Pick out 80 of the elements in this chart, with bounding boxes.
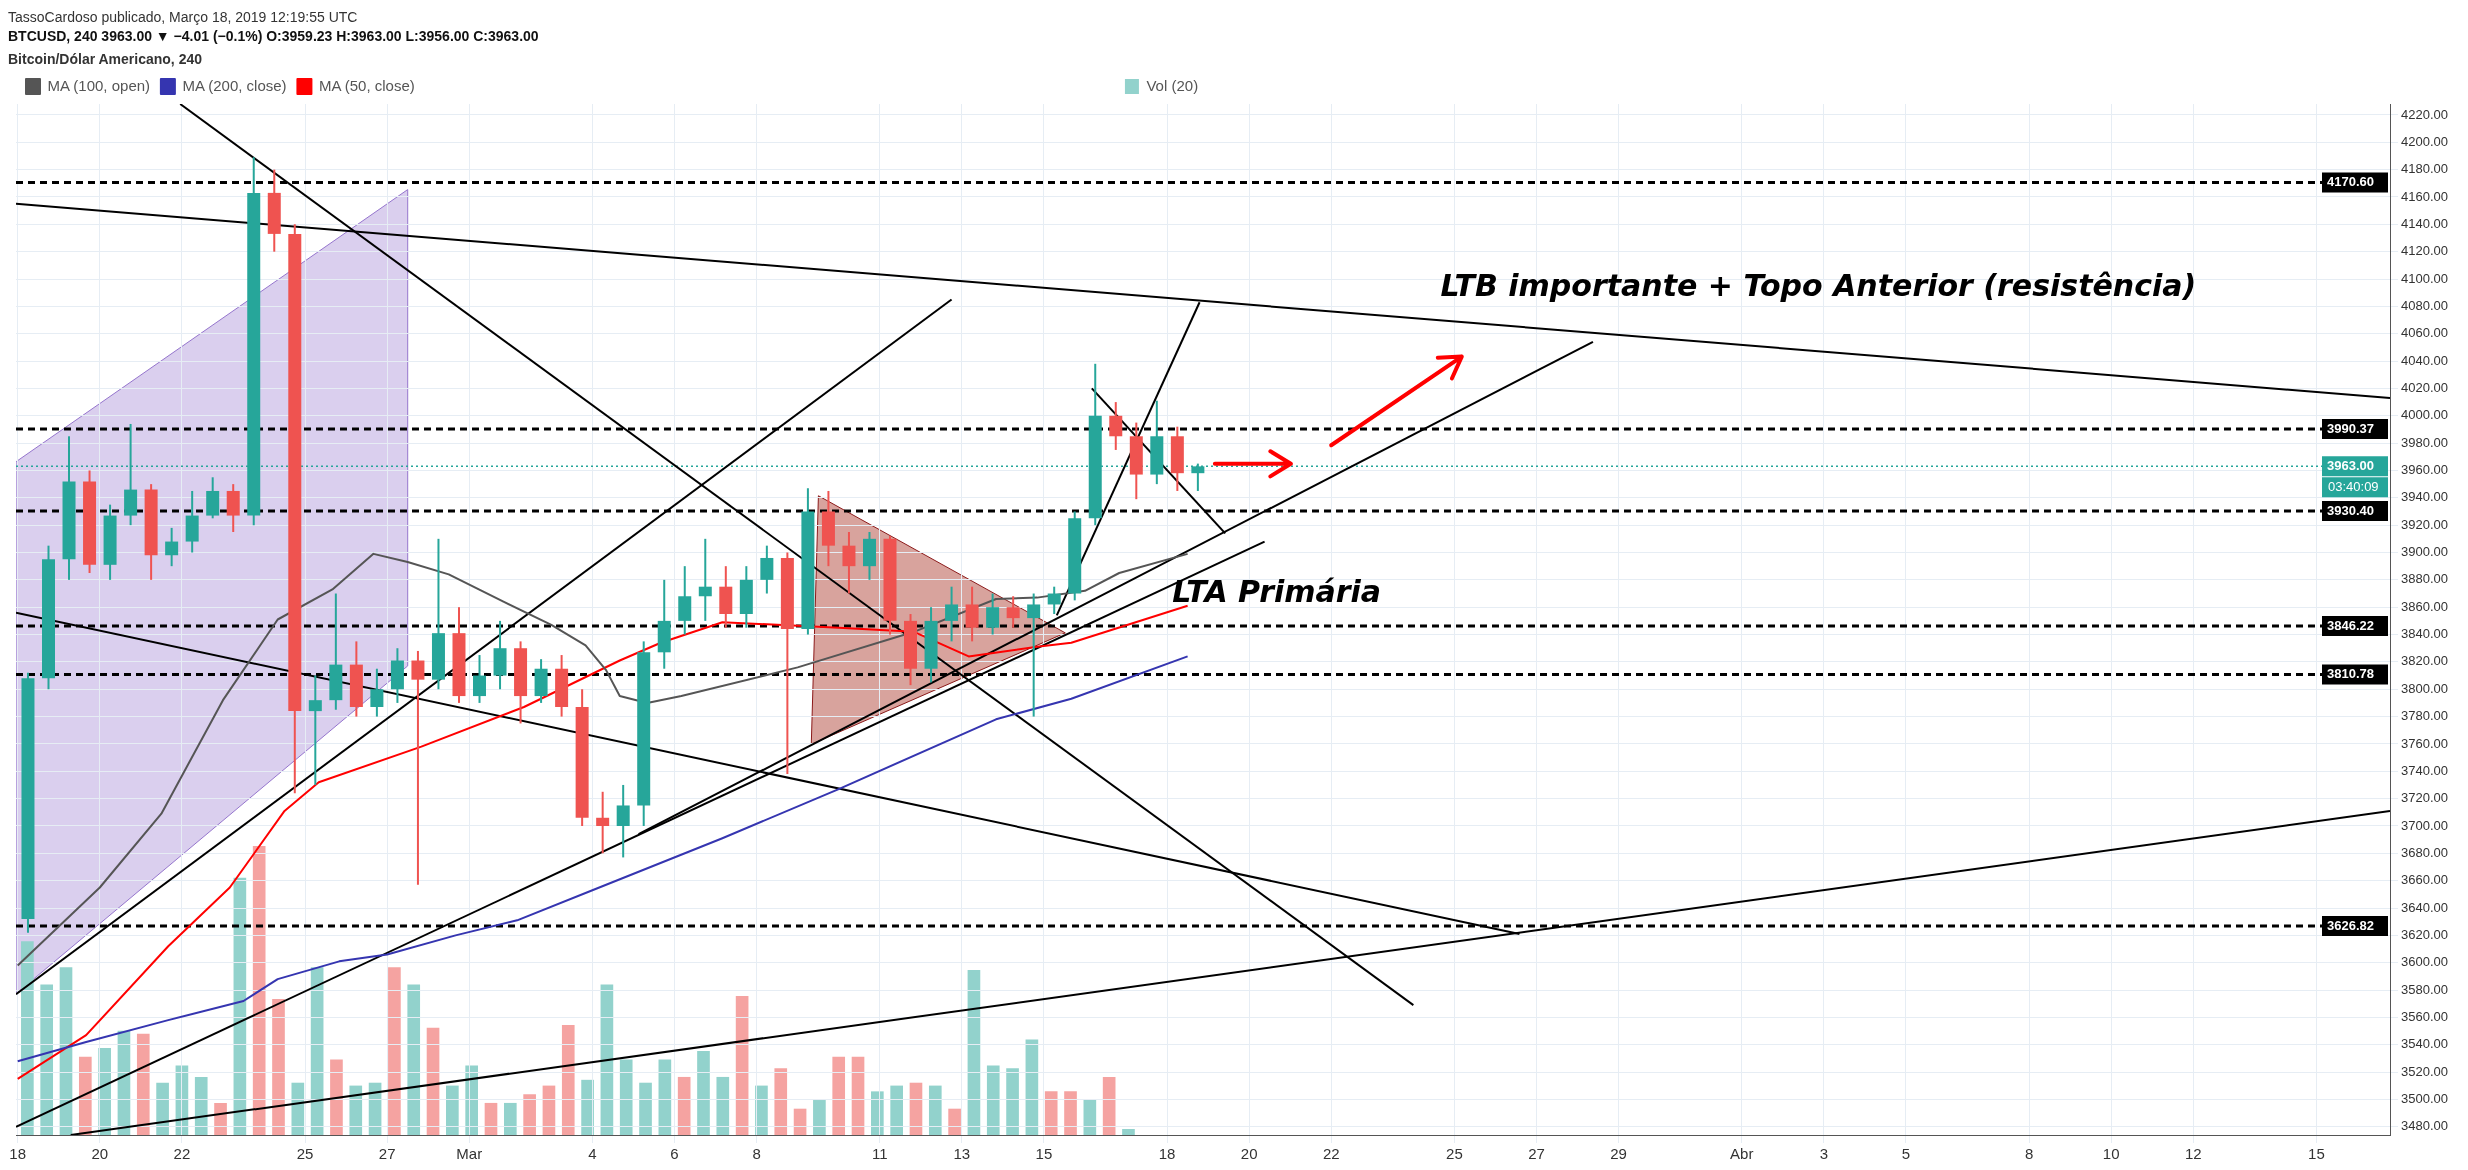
y-tick-label: 4040.00 bbox=[2401, 352, 2448, 368]
y-tick-label: 3580.00 bbox=[2401, 981, 2448, 997]
y-tick-label: 4160.00 bbox=[2401, 188, 2448, 204]
y-tick-label: 3620.00 bbox=[2401, 926, 2448, 942]
ref-line-label: 4170.60 bbox=[2327, 174, 2374, 190]
y-tick-label: 3840.00 bbox=[2401, 626, 2448, 642]
y-tick-label: 4060.00 bbox=[2401, 325, 2448, 341]
x-tick-label: 4 bbox=[588, 1145, 597, 1163]
x-tick-label: 18 bbox=[1158, 1145, 1176, 1163]
y-tick-label: 3880.00 bbox=[2401, 571, 2448, 587]
y-tick-label: 3860.00 bbox=[2401, 598, 2448, 614]
x-tick-label: Abr bbox=[1730, 1145, 1754, 1163]
y-tick-label: 3720.00 bbox=[2401, 790, 2448, 806]
x-tick-label: 6 bbox=[670, 1145, 679, 1163]
y-tick-label: 4140.00 bbox=[2401, 215, 2448, 231]
ref-line-label: 3930.40 bbox=[2327, 502, 2374, 518]
y-tick-label: 3520.00 bbox=[2401, 1063, 2448, 1079]
x-tick-label: 8 bbox=[2024, 1145, 2034, 1163]
legend-label: MA (100, open) bbox=[47, 76, 151, 94]
x-tick-label: 25 bbox=[1446, 1145, 1463, 1163]
x-tick-label: 22 bbox=[173, 1145, 191, 1163]
y-tick-label: 3600.00 bbox=[2401, 954, 2448, 970]
chart-title: TassoCardoso publicado, Março 18, 2019 12:19:55 UTC bbox=[8, 8, 359, 27]
annotation: LTB importante + Topo Anterior (resistência) bbox=[1440, 268, 2197, 304]
y-tick-label: 3800.00 bbox=[2401, 680, 2448, 696]
x-tick-label: 27 bbox=[1528, 1145, 1545, 1163]
x-tick-label: 27 bbox=[378, 1145, 396, 1163]
x-tick-label: 3 bbox=[1819, 1145, 1829, 1163]
y-tick-label: 3560.00 bbox=[2401, 1008, 2448, 1024]
x-tick-label: 15 bbox=[2308, 1145, 2325, 1163]
y-tick-label: 3960.00 bbox=[2401, 462, 2448, 478]
chart-subtitle: BTCUSD, 240 3963.00 ▼ −4.01 (−0.1%) O:3959.23 H:3963.00 L:3956.00 C:3963.00 bbox=[8, 27, 540, 46]
legend-title: Bitcoin/Dólar Americano, 240 bbox=[8, 50, 203, 69]
y-tick-label: 4220.00 bbox=[2401, 106, 2448, 122]
y-tick-label: 4120.00 bbox=[2401, 243, 2448, 259]
y-tick-label: 3640.00 bbox=[2401, 899, 2448, 915]
legend-label: MA (200, close) bbox=[182, 76, 287, 94]
annotation: 03:40:09 bbox=[2328, 478, 2379, 494]
annotation: LTA Primária bbox=[1172, 573, 1382, 609]
x-tick-label: 15 bbox=[1035, 1145, 1053, 1163]
y-tick-label: 3680.00 bbox=[2401, 844, 2448, 860]
y-tick-label: 3900.00 bbox=[2401, 544, 2448, 560]
y-tick-label: 3820.00 bbox=[2401, 653, 2448, 669]
y-tick-label: 3940.00 bbox=[2401, 489, 2448, 505]
x-tick-label: 25 bbox=[296, 1145, 314, 1163]
y-tick-label: 3660.00 bbox=[2401, 872, 2448, 888]
x-tick-label: 10 bbox=[2102, 1145, 2120, 1163]
ref-line-label: 3990.37 bbox=[2327, 420, 2374, 436]
y-tick-label: 4200.00 bbox=[2401, 133, 2448, 149]
ref-line-label: 3626.82 bbox=[2327, 917, 2374, 933]
y-tick-label: 4100.00 bbox=[2401, 270, 2448, 286]
x-tick-label: 22 bbox=[1322, 1145, 1340, 1163]
x-tick-label: 13 bbox=[953, 1145, 971, 1163]
x-tick-label: Mar bbox=[456, 1145, 483, 1163]
y-tick-label: 3500.00 bbox=[2401, 1091, 2448, 1107]
y-tick-label: 3980.00 bbox=[2401, 434, 2448, 450]
x-tick-label: 20 bbox=[1240, 1145, 1258, 1163]
y-tick-label: 3480.00 bbox=[2401, 1118, 2448, 1134]
ref-line-label: 3846.22 bbox=[2327, 617, 2374, 633]
y-tick-label: 4020.00 bbox=[2401, 379, 2448, 395]
x-tick-label: 29 bbox=[1610, 1145, 1627, 1163]
y-tick-label: 3920.00 bbox=[2401, 516, 2448, 532]
x-tick-label: 12 bbox=[2184, 1145, 2202, 1163]
x-tick-label: 8 bbox=[752, 1145, 761, 1163]
x-tick-label: 11 bbox=[871, 1145, 888, 1163]
y-tick-label: 3740.00 bbox=[2401, 762, 2448, 778]
y-tick-label: 3700.00 bbox=[2401, 817, 2448, 833]
y-tick-label: 3540.00 bbox=[2401, 1036, 2448, 1052]
y-tick-label: 4180.00 bbox=[2401, 161, 2448, 177]
ref-line-label: 3810.78 bbox=[2327, 666, 2374, 682]
x-tick-label: 5 bbox=[1901, 1145, 1911, 1163]
y-tick-label: 4080.00 bbox=[2401, 297, 2448, 313]
y-tick-label: 4000.00 bbox=[2401, 407, 2448, 423]
legend-label: Vol (20) bbox=[1146, 76, 1199, 94]
y-tick-label: 3780.00 bbox=[2401, 708, 2448, 724]
x-tick-label: 18 bbox=[9, 1145, 27, 1163]
x-tick-label: 20 bbox=[91, 1145, 109, 1163]
legend-label: MA (50, close) bbox=[318, 76, 415, 94]
ref-line-label: 3963.00 bbox=[2327, 457, 2374, 473]
y-tick-label: 3760.00 bbox=[2401, 735, 2448, 751]
